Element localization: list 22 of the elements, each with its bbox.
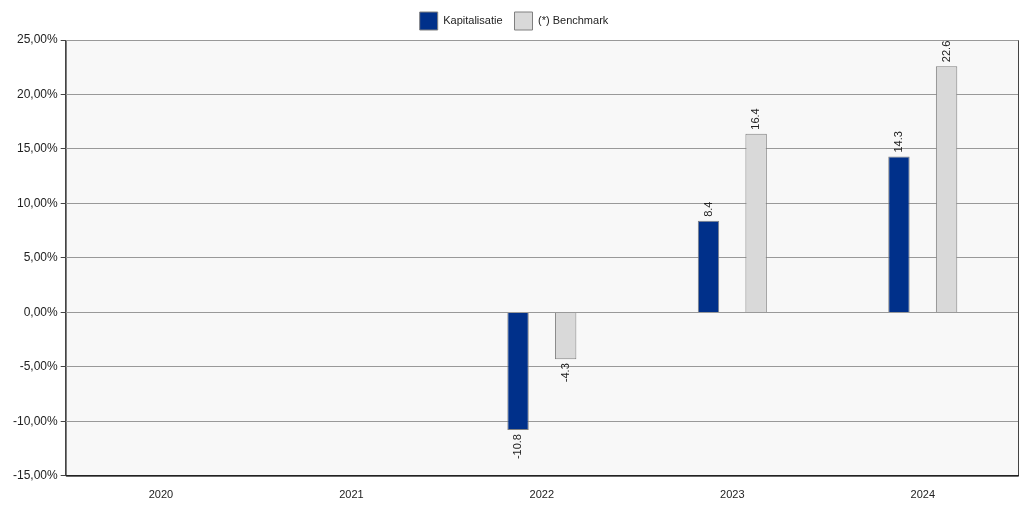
- y-tick-label: -10,00%: [12, 413, 59, 428]
- data-label: 16.4: [749, 108, 762, 130]
- y-tick-label: -15,00%: [12, 468, 59, 483]
- legend-label: (*) Benchmark: [538, 14, 609, 27]
- data-label: 8.4: [701, 201, 714, 217]
- data-label: -10.8: [511, 434, 524, 460]
- y-tick-label: 20,00%: [16, 86, 59, 101]
- x-tick-label: 2021: [339, 488, 364, 501]
- y-tick-label: -5,00%: [19, 359, 59, 374]
- x-tick-label: 2022: [529, 488, 555, 501]
- y-tick-label: 15,00%: [16, 141, 59, 156]
- x-tick-label: 2023: [720, 488, 745, 501]
- x-tick-label: 2024: [910, 488, 936, 501]
- data-label: 22.6: [939, 40, 952, 63]
- y-tick-label: 25,00%: [16, 32, 59, 47]
- data-label: 14.3: [891, 131, 904, 153]
- legend-label: Kapitalisatie: [443, 14, 503, 27]
- y-tick-label: 0,00%: [23, 304, 59, 319]
- x-tick-label: 2020: [148, 488, 174, 501]
- y-tick-label: 10,00%: [16, 195, 59, 210]
- data-label: -4.3: [558, 363, 571, 383]
- y-tick-label: 5,00%: [23, 250, 59, 265]
